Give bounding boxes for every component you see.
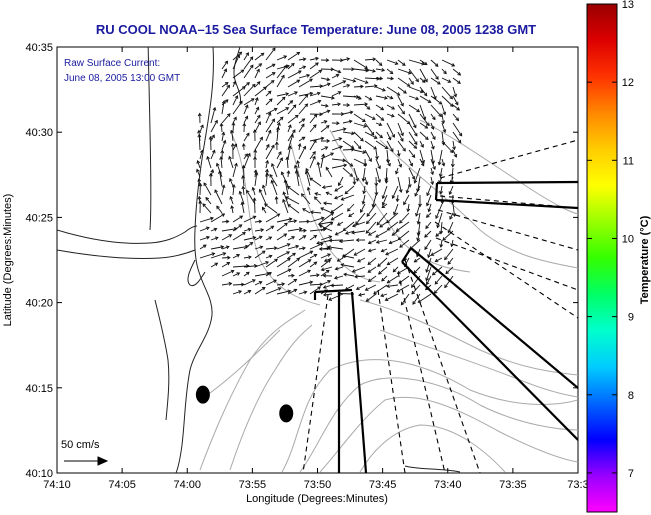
colorbar-tick-label: 7 [628,468,634,480]
chart-title: RU COOL NOAA–15 Sea Surface Temperature:… [96,22,536,37]
scale-arrow [64,456,109,466]
colorbar-tick-label: 10 [622,233,634,245]
y-axis-label: Latitude (Degrees:Minutes) [2,194,14,327]
x-tick-label: 73:45 [369,479,397,491]
survey-tracks [302,139,578,473]
colorbar-tick-label: 8 [628,390,634,402]
y-tick-label: 40:35 [25,42,53,54]
colorbar-tick-label: 11 [623,155,634,167]
y-tick-label: 40:10 [25,468,53,480]
x-tick-label: 73:50 [304,479,332,491]
inset-line-2: June 08, 2005 13:00 GMT [64,73,180,84]
colorbar-tick-label: 9 [628,312,634,324]
current-vectors [196,47,463,306]
x-tick-label: 73:55 [239,479,267,491]
x-tick-label: 73:40 [434,479,462,491]
y-tick-label: 40:15 [25,383,53,395]
bathymetry-contours [199,119,578,473]
station-marker [279,404,294,423]
station-marker [195,385,210,404]
y-tick-label: 40:20 [25,298,53,310]
inset-line-1: Raw Surface Current: [64,58,160,69]
plot-frame [56,46,579,474]
colorbar [586,3,618,513]
x-tick-label: 73:35 [499,479,527,491]
x-axis-label: Longitude (Degrees:Minutes) [246,493,388,505]
x-axis-ticks: 74:10 74:05 74:00 73:55 73:50 73:45 73:40 73:35… [43,47,589,491]
station-markers [195,385,294,423]
x-tick-label: 74:05 [108,479,136,491]
y-tick-label: 40:30 [25,127,53,139]
colorbar-label: Temperature (°C) [639,215,651,304]
y-tick-label: 40:25 [25,212,53,224]
y-axis-ticks: 40:35 40:30 40:25 40:20 40:15 40:10 [25,42,578,480]
coastline [57,47,461,473]
x-tick-label: 74:00 [173,479,201,491]
colorbar-tick-label: 13 [622,0,634,11]
colorbar-ticks: 13 12 11 10 9 8 7 [587,0,634,480]
x-tick-label: 73:3 [567,479,588,491]
colorbar-tick-label: 12 [622,77,634,89]
x-tick-label: 74:10 [43,479,71,491]
scale-label: 50 cm/s [61,439,100,451]
